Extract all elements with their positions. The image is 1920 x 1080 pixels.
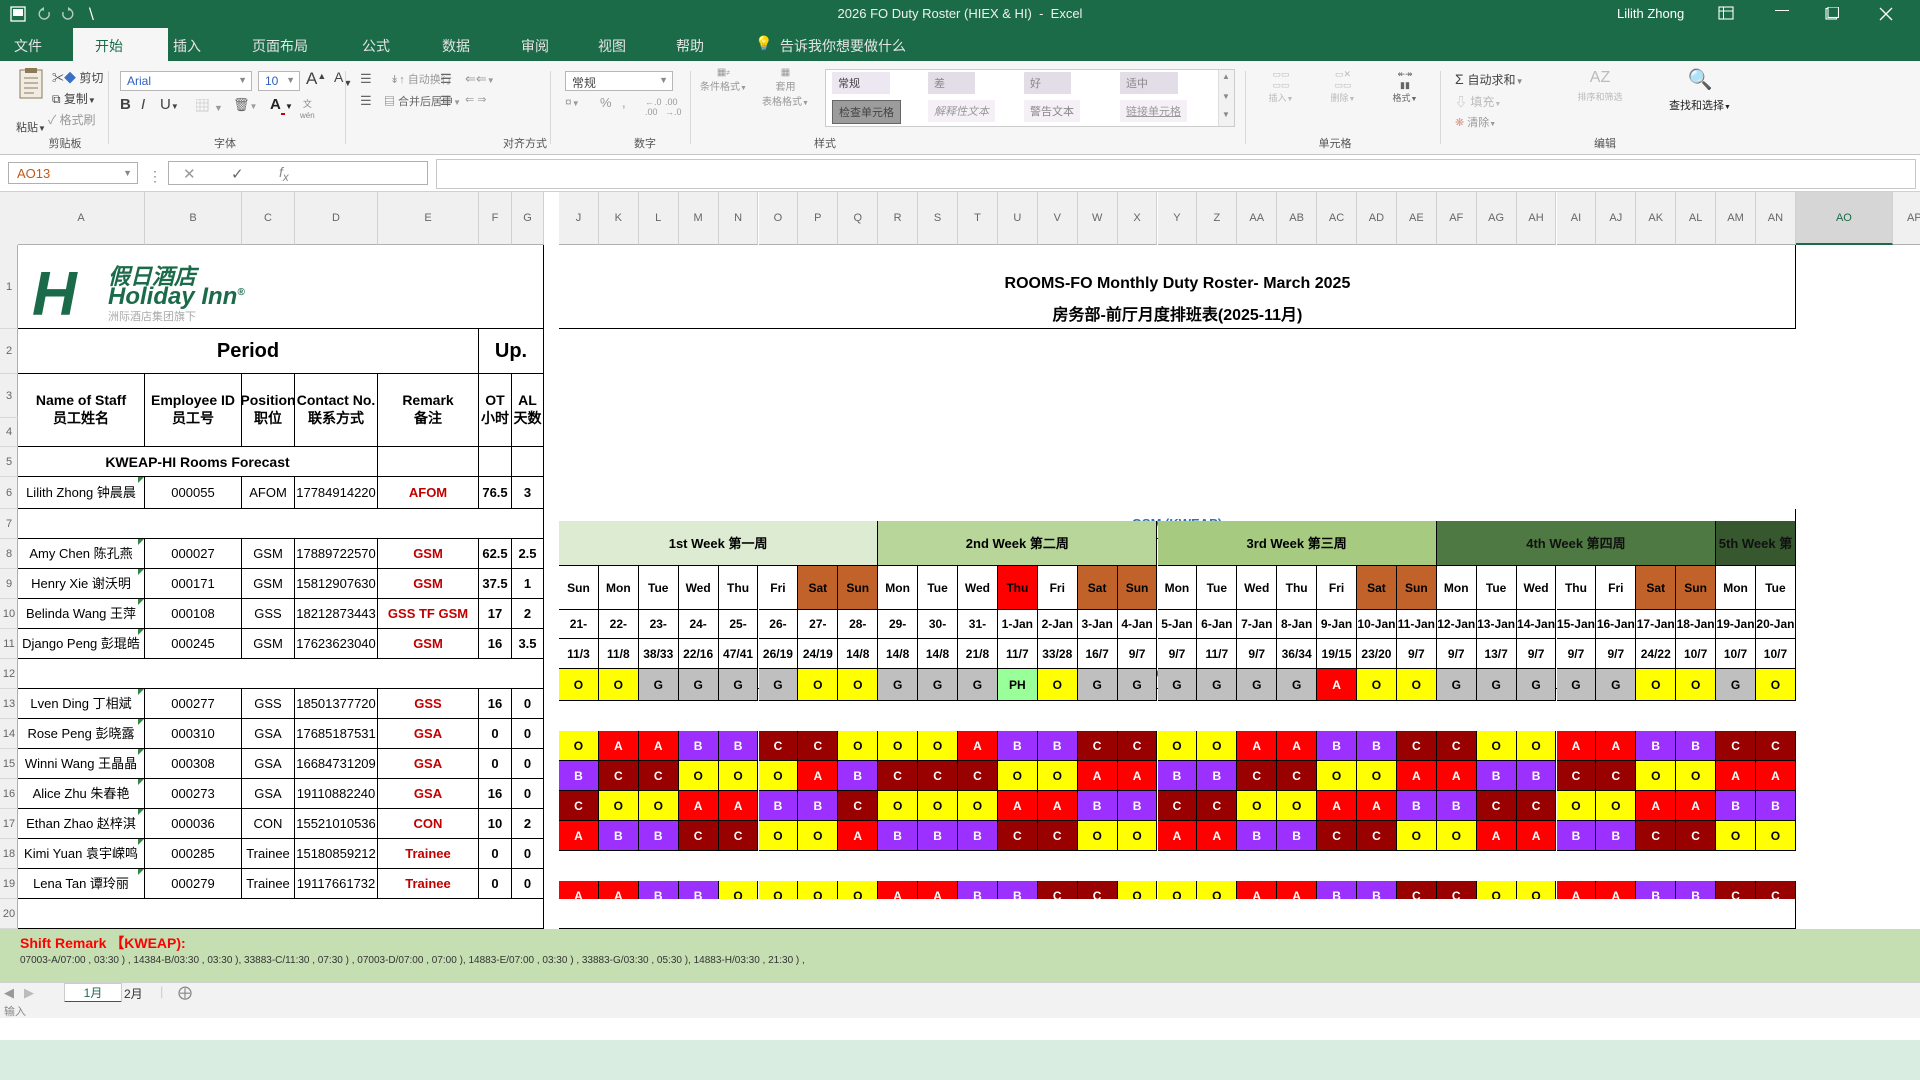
svg-text:H: H [32,263,78,329]
